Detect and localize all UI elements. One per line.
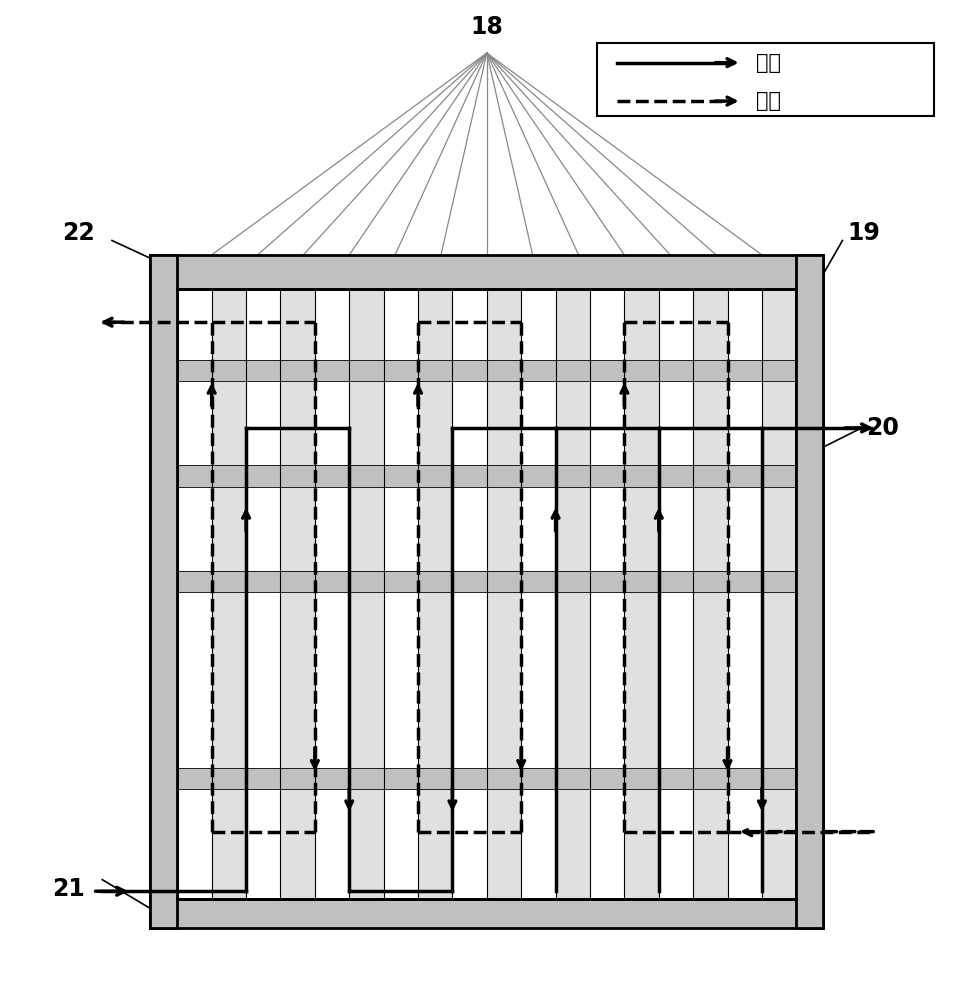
Bar — [349, 289, 384, 899]
Bar — [150, 255, 177, 928]
Bar — [796, 289, 823, 899]
Text: 贫液: 贫液 — [756, 91, 781, 111]
Text: 19: 19 — [847, 221, 880, 245]
Text: 22: 22 — [62, 221, 94, 245]
Bar — [177, 360, 796, 381]
Bar — [796, 255, 823, 928]
Bar — [177, 465, 796, 487]
Bar — [212, 289, 246, 899]
Bar — [762, 289, 796, 899]
Bar — [693, 289, 728, 899]
Bar — [598, 43, 934, 116]
Bar — [487, 289, 522, 899]
Bar — [150, 255, 823, 289]
Text: 富液: 富液 — [756, 53, 781, 73]
Bar — [418, 289, 452, 899]
Bar — [177, 768, 796, 789]
Bar — [177, 571, 796, 592]
Text: 18: 18 — [470, 15, 503, 39]
Bar — [150, 289, 177, 899]
Text: 21: 21 — [52, 877, 85, 901]
Bar — [281, 289, 315, 899]
Bar — [555, 289, 590, 899]
Text: 20: 20 — [867, 416, 899, 440]
Bar — [150, 899, 823, 928]
Bar — [625, 289, 658, 899]
